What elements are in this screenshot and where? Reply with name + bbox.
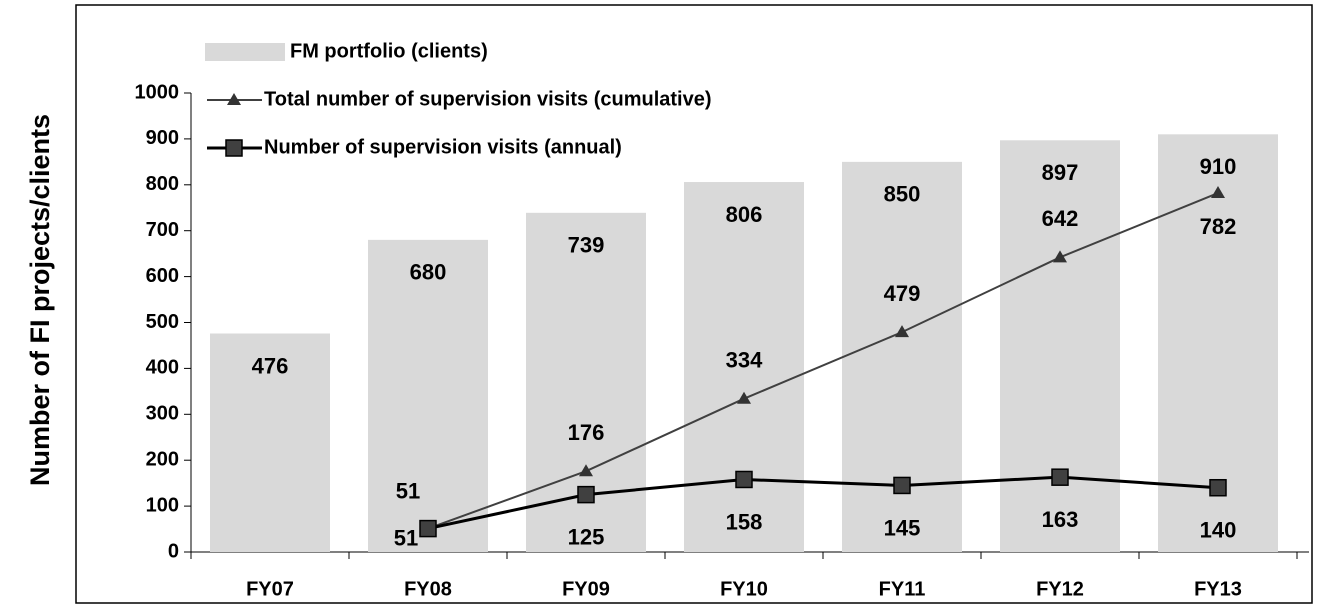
bar-label: 910: [1200, 154, 1237, 179]
y-tick-label: 1000: [135, 81, 180, 103]
data-label: 479: [884, 281, 921, 306]
y-tick-label: 800: [146, 173, 179, 195]
x-tick-label: FY09: [562, 578, 610, 600]
data-label: 642: [1042, 206, 1079, 231]
y-tick-label: 0: [168, 540, 179, 562]
series-marker: [895, 325, 909, 338]
y-tick-label: 700: [146, 219, 179, 241]
data-label: 140: [1200, 518, 1237, 543]
data-label: 158: [726, 509, 763, 534]
data-label: 782: [1200, 214, 1237, 239]
y-tick-label: 500: [146, 311, 179, 333]
bar-label: 806: [726, 202, 763, 227]
bar: [210, 333, 330, 552]
y-axis-title: Number of FI projects/clients: [25, 114, 55, 486]
bar-label: 739: [568, 233, 605, 258]
data-label: 51: [394, 525, 418, 550]
x-tick-label: FY10: [720, 578, 768, 600]
y-tick-label: 100: [146, 494, 179, 516]
bar-label: 897: [1042, 160, 1079, 185]
x-tick-label: FY07: [246, 578, 294, 600]
series-line: [427, 192, 1219, 530]
bar: [1000, 140, 1120, 553]
series-marker: [737, 391, 751, 404]
series-marker: [735, 470, 753, 489]
data-label: 163: [1042, 507, 1079, 532]
data-label: 334: [726, 348, 763, 373]
legend-marker: [227, 93, 241, 105]
series-marker: [1209, 478, 1227, 497]
x-tick-label: FY08: [404, 578, 452, 600]
series-marker: [1051, 468, 1069, 486]
series-marker: [579, 464, 593, 477]
y-tick-label: 200: [146, 448, 179, 470]
legend-label: Number of supervision visits (annual): [264, 136, 622, 158]
y-tick-label: 300: [146, 403, 179, 425]
series-marker: [1053, 250, 1067, 263]
legend-label: Total number of supervision visits (cumu…: [264, 88, 712, 110]
x-tick-label: FY12: [1036, 578, 1084, 600]
legend-label: FM portfolio (clients): [290, 40, 488, 62]
x-tick-label: FY11: [879, 578, 926, 600]
data-label: 125: [568, 524, 605, 549]
data-label: 51: [396, 478, 420, 503]
series-line: [427, 475, 1219, 531]
series-marker: [893, 476, 911, 495]
bar: [684, 182, 804, 552]
series-marker: [419, 519, 437, 538]
legend-swatch: [205, 43, 285, 61]
y-tick-label: 900: [146, 127, 179, 149]
bar-label: 680: [410, 260, 447, 285]
series-marker: [1211, 186, 1225, 199]
data-label: 145: [884, 515, 921, 540]
y-tick-label: 600: [146, 265, 179, 287]
bar: [368, 239, 488, 552]
x-tick-label: FY13: [1194, 578, 1242, 600]
bar-label: 476: [252, 353, 289, 378]
series-marker: [577, 485, 595, 504]
y-tick-label: 400: [146, 357, 179, 379]
bar-label: 850: [884, 182, 921, 207]
legend-marker: [225, 139, 243, 157]
data-label: 176: [568, 420, 605, 445]
